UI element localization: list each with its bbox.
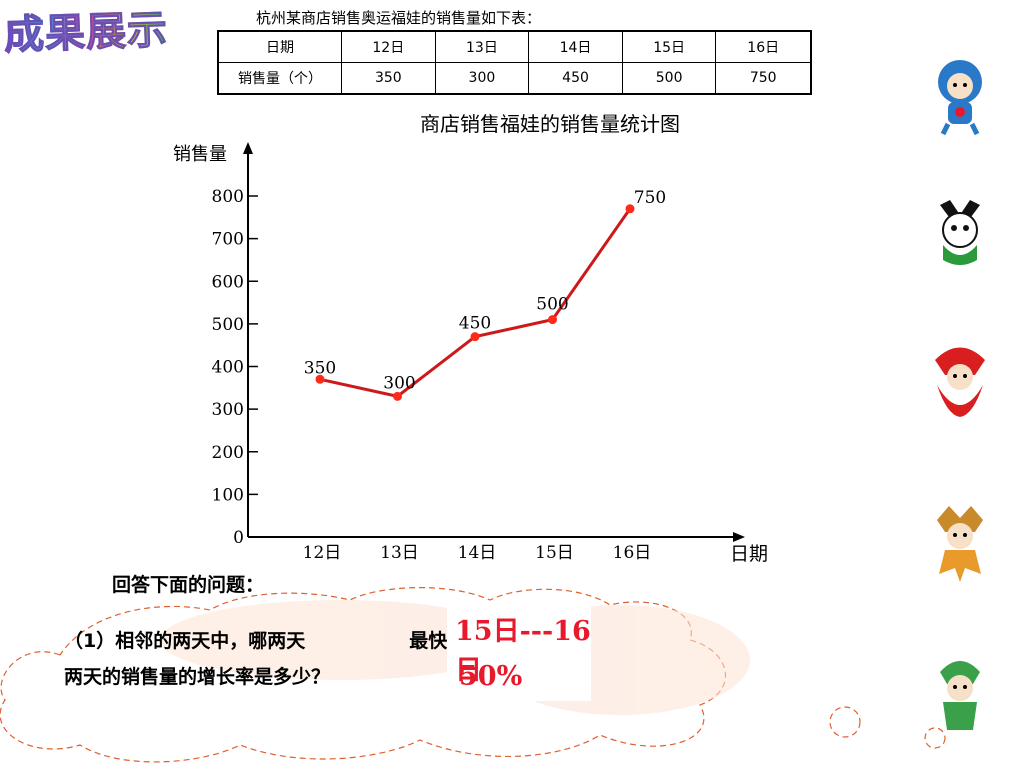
answer-range: 15日---16日 [455, 616, 591, 686]
y-tick-label: 100 [212, 485, 244, 505]
data-label: 750 [634, 188, 666, 208]
y-axis-arrow [243, 142, 253, 154]
table-cell-date: 15日 [621, 30, 717, 63]
y-tick-label: 600 [212, 272, 244, 292]
table-caption: 杭州某商店销售奥运福娃的销售量如下表： [256, 9, 542, 27]
table-cell-date: 12日 [341, 30, 436, 63]
data-label-group: 350 300 450 500 750 [304, 188, 666, 394]
data-point [315, 374, 325, 384]
question-text: （1）相邻的两天中，哪两天最快？这 两天的销售量的增长率是多少？ [64, 623, 734, 695]
series-line [319, 207, 632, 398]
nini-icon [940, 661, 980, 730]
answer-box: 15日---16日 50% [447, 601, 591, 701]
answer-rate: 50% [459, 661, 523, 692]
table-cell-value: 750 [715, 62, 812, 95]
jingjing-icon [940, 200, 980, 265]
table-cell-date: 16日 [715, 30, 812, 63]
table-cell-value: 500 [621, 62, 717, 95]
cloud-decoration [0, 587, 946, 763]
x-axis-label: 日期 [730, 543, 768, 565]
x-tick-group: 12日 13日 14日 15日 16日 [303, 543, 652, 563]
x-tick-label: 16日 [613, 543, 652, 563]
chart-title: 商店销售福娃的销售量统计图 [420, 112, 680, 136]
y-tick-label: 300 [212, 400, 244, 420]
huanhuan-icon [935, 347, 985, 417]
y-tick-label: 400 [212, 358, 244, 378]
table-header-date: 日期 [217, 30, 342, 63]
data-point [625, 204, 635, 214]
data-label: 450 [459, 314, 491, 334]
y-tick-label: 800 [212, 187, 244, 207]
beibei-icon [938, 60, 982, 136]
y-tick-label: 500 [212, 315, 244, 335]
table-cell-value: 300 [434, 62, 530, 95]
y-axis-label: 销售量 [173, 144, 227, 165]
table-cell-value: 350 [341, 62, 436, 95]
table-cell-date: 13日 [434, 30, 530, 63]
data-label: 500 [536, 295, 568, 315]
y-tick-group: 0 100 200 300 400 500 600 700 800 [212, 187, 258, 548]
question-heading: 回答下面的问题： [112, 574, 265, 596]
x-tick-label: 15日 [535, 543, 574, 563]
yingying-icon [937, 506, 983, 582]
data-point [548, 315, 557, 325]
table-cell-value: 450 [528, 62, 623, 95]
data-point [393, 391, 402, 401]
data-label: 300 [383, 373, 415, 393]
y-tick-label: 0 [233, 528, 244, 548]
table-row-dates: 日期 12日 13日 14日 15日 16日 [217, 30, 812, 63]
data-label: 350 [304, 358, 336, 378]
x-tick-label: 14日 [458, 543, 497, 563]
x-tick-label: 13日 [380, 543, 419, 563]
question-line1-start: （1）相邻的两天中，哪两天 [64, 630, 306, 652]
y-tick-label: 700 [212, 230, 244, 250]
question-line2: 两天的销售量的增长率是多少？ [64, 666, 331, 688]
data-table: 日期 12日 13日 14日 15日 16日 销售量（个） 350 300 45… [217, 30, 812, 95]
y-tick-label: 200 [212, 443, 244, 463]
table-row-values: 销售量（个） 350 300 450 500 750 [217, 62, 812, 95]
marker-group [315, 204, 635, 401]
x-axis-arrow [733, 532, 745, 542]
data-point [470, 332, 480, 342]
table-header-sales: 销售量（个） [217, 62, 342, 95]
x-tick-label: 12日 [303, 543, 342, 563]
